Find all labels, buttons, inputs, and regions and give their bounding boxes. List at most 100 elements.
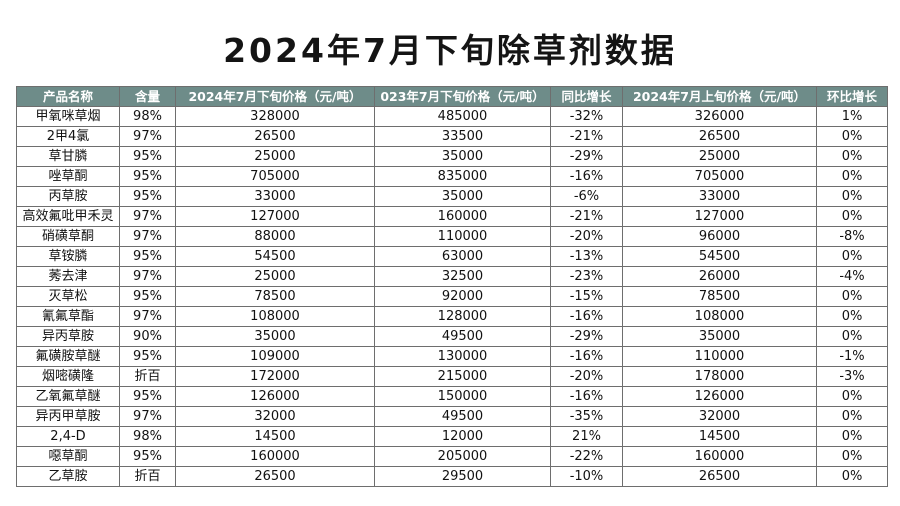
table-row: 高效氟吡甲禾灵 97% 127000 160000 -21% 127000 0% xyxy=(16,206,888,227)
yoy-growth-cell: -13% xyxy=(550,246,623,267)
product-name-cell: 乙草胺 xyxy=(16,466,120,487)
table-row: 氟磺胺草醚 95% 109000 130000 -16% 110000 -1% xyxy=(16,346,888,367)
table-row: 2,4-D 98% 14500 12000 21% 14500 0% xyxy=(16,426,888,447)
price-2023-late-cell: 29500 xyxy=(374,466,551,487)
content-cell: 98% xyxy=(119,426,176,447)
header-mom-growth: 环比增长 xyxy=(816,86,888,107)
mom-growth-cell: -4% xyxy=(816,266,888,287)
product-name-cell: 唑草酮 xyxy=(16,166,120,187)
price-2023-late-cell: 205000 xyxy=(374,446,551,467)
mom-growth-cell: 0% xyxy=(816,186,888,207)
price-2024-early-cell: 26500 xyxy=(622,466,817,487)
product-name-cell: 灭草松 xyxy=(16,286,120,307)
mom-growth-cell: 0% xyxy=(816,286,888,307)
table-row: 灭草松 95% 78500 92000 -15% 78500 0% xyxy=(16,286,888,307)
mom-growth-cell: -3% xyxy=(816,366,888,387)
price-2024-early-cell: 32000 xyxy=(622,406,817,427)
product-name-cell: 2,4-D xyxy=(16,426,120,447)
price-2024-early-cell: 96000 xyxy=(622,226,817,247)
yoy-growth-cell: -22% xyxy=(550,446,623,467)
product-name-cell: 草铵膦 xyxy=(16,246,120,267)
price-2024-late-cell: 26500 xyxy=(175,126,375,147)
price-2023-late-cell: 110000 xyxy=(374,226,551,247)
price-2024-early-cell: 127000 xyxy=(622,206,817,227)
header-content: 含量 xyxy=(119,86,176,107)
yoy-growth-cell: -16% xyxy=(550,386,623,407)
price-2024-late-cell: 32000 xyxy=(175,406,375,427)
table-row: 甲氧咪草烟 98% 328000 485000 -32% 326000 1% xyxy=(16,106,888,127)
yoy-growth-cell: -32% xyxy=(550,106,623,127)
content-cell: 95% xyxy=(119,246,176,267)
price-2024-early-cell: 35000 xyxy=(622,326,817,347)
mom-growth-cell: 0% xyxy=(816,386,888,407)
table-row: 异丙草胺 90% 35000 49500 -29% 35000 0% xyxy=(16,326,888,347)
price-2024-late-cell: 328000 xyxy=(175,106,375,127)
mom-growth-cell: 0% xyxy=(816,466,888,487)
price-2024-early-cell: 54500 xyxy=(622,246,817,267)
price-2024-late-cell: 88000 xyxy=(175,226,375,247)
product-name-cell: 异丙甲草胺 xyxy=(16,406,120,427)
yoy-growth-cell: -29% xyxy=(550,326,623,347)
mom-growth-cell: 0% xyxy=(816,246,888,267)
mom-growth-cell: 0% xyxy=(816,446,888,467)
price-2024-late-cell: 33000 xyxy=(175,186,375,207)
price-2024-early-cell: 178000 xyxy=(622,366,817,387)
content-cell: 95% xyxy=(119,446,176,467)
table-row: 丙草胺 95% 33000 35000 -6% 33000 0% xyxy=(16,186,888,207)
product-name-cell: 丙草胺 xyxy=(16,186,120,207)
price-2024-early-cell: 14500 xyxy=(622,426,817,447)
yoy-growth-cell: -16% xyxy=(550,166,623,187)
yoy-growth-cell: -6% xyxy=(550,186,623,207)
mom-growth-cell: -1% xyxy=(816,346,888,367)
price-2024-late-cell: 127000 xyxy=(175,206,375,227)
price-2024-late-cell: 126000 xyxy=(175,386,375,407)
content-cell: 97% xyxy=(119,406,176,427)
content-cell: 95% xyxy=(119,286,176,307)
table-row: 异丙甲草胺 97% 32000 49500 -35% 32000 0% xyxy=(16,406,888,427)
price-2024-early-cell: 705000 xyxy=(622,166,817,187)
content-cell: 97% xyxy=(119,306,176,327)
mom-growth-cell: 0% xyxy=(816,206,888,227)
content-cell: 97% xyxy=(119,266,176,287)
product-name-cell: 硝磺草酮 xyxy=(16,226,120,247)
price-2023-late-cell: 49500 xyxy=(374,326,551,347)
header-price-2024-late-july: 2024年7月下旬价格（元/吨） xyxy=(175,86,375,107)
header-yoy-growth: 同比增长 xyxy=(550,86,623,107)
price-2024-early-cell: 33000 xyxy=(622,186,817,207)
yoy-growth-cell: -20% xyxy=(550,226,623,247)
mom-growth-cell: -8% xyxy=(816,226,888,247)
price-2024-late-cell: 25000 xyxy=(175,266,375,287)
price-2024-late-cell: 35000 xyxy=(175,326,375,347)
price-2024-late-cell: 172000 xyxy=(175,366,375,387)
product-name-cell: 氟磺胺草醚 xyxy=(16,346,120,367)
table-row: 2甲4氯 97% 26500 33500 -21% 26500 0% xyxy=(16,126,888,147)
price-2023-late-cell: 92000 xyxy=(374,286,551,307)
table-row: 硝磺草酮 97% 88000 110000 -20% 96000 -8% xyxy=(16,226,888,247)
table-row: 烟嘧磺隆 折百 172000 215000 -20% 178000 -3% xyxy=(16,366,888,387)
product-name-cell: 高效氟吡甲禾灵 xyxy=(16,206,120,227)
price-2024-late-cell: 26500 xyxy=(175,466,375,487)
product-name-cell: 烟嘧磺隆 xyxy=(16,366,120,387)
price-2023-late-cell: 160000 xyxy=(374,206,551,227)
mom-growth-cell: 0% xyxy=(816,406,888,427)
product-name-cell: 莠去津 xyxy=(16,266,120,287)
product-name-cell: 氰氟草酯 xyxy=(16,306,120,327)
price-2024-early-cell: 25000 xyxy=(622,146,817,167)
price-2023-late-cell: 12000 xyxy=(374,426,551,447)
content-cell: 折百 xyxy=(119,466,176,487)
price-2023-late-cell: 35000 xyxy=(374,146,551,167)
yoy-growth-cell: -35% xyxy=(550,406,623,427)
mom-growth-cell: 0% xyxy=(816,306,888,327)
yoy-growth-cell: -20% xyxy=(550,366,623,387)
price-2024-early-cell: 160000 xyxy=(622,446,817,467)
price-2024-late-cell: 25000 xyxy=(175,146,375,167)
product-name-cell: 异丙草胺 xyxy=(16,326,120,347)
content-cell: 95% xyxy=(119,166,176,187)
price-table: 产品名称 含量 2024年7月下旬价格（元/吨） 023年7月下旬价格（元/吨）… xyxy=(16,86,888,487)
price-2024-late-cell: 109000 xyxy=(175,346,375,367)
content-cell: 97% xyxy=(119,206,176,227)
table-row: 乙氧氟草醚 95% 126000 150000 -16% 126000 0% xyxy=(16,386,888,407)
price-2023-late-cell: 215000 xyxy=(374,366,551,387)
price-2023-late-cell: 485000 xyxy=(374,106,551,127)
mom-growth-cell: 1% xyxy=(816,106,888,127)
